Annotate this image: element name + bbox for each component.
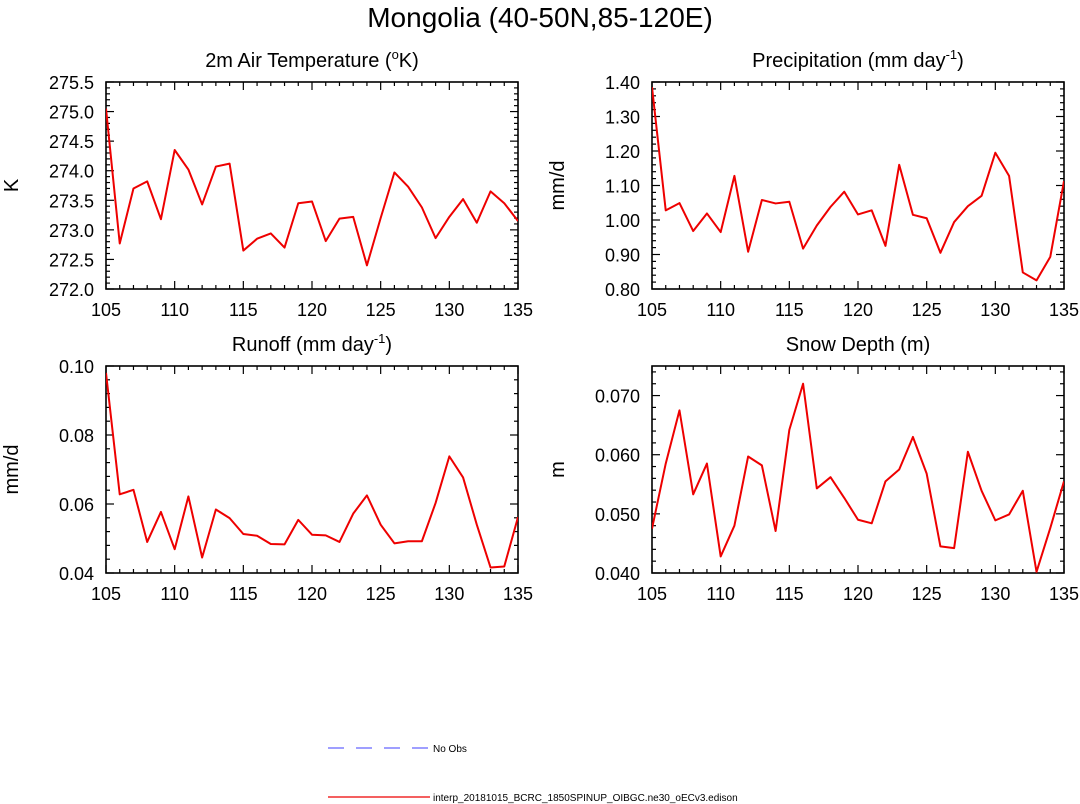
y-tick-label: 0.06	[59, 495, 94, 515]
legend-item: No Obs	[328, 744, 467, 755]
y-tick-label: 1.30	[605, 108, 640, 128]
y-tick-label: 0.90	[605, 246, 640, 266]
y-tick-label: 0.060	[595, 446, 640, 466]
panel-title-superscript: o	[392, 47, 399, 62]
x-tick-label: 135	[503, 300, 533, 320]
x-tick-label: 105	[637, 300, 667, 320]
legend-label: No Obs	[433, 744, 467, 755]
x-tick-label: 115	[775, 300, 804, 320]
x-tick-label: 120	[297, 300, 327, 320]
panel-title-suffix: )	[385, 334, 392, 356]
x-tick-label: 135	[503, 584, 533, 604]
y-tick-label: 273.5	[49, 191, 94, 211]
y-tick-label: 0.08	[59, 426, 94, 446]
y-tick-label: 273.0	[49, 221, 94, 241]
x-tick-label: 120	[297, 584, 327, 604]
panel-title: Runoff (mm day-1)	[232, 331, 392, 356]
y-tick-label: 1.20	[605, 142, 640, 162]
y-tick-label: 274.5	[49, 132, 94, 152]
y-tick-label: 274.0	[49, 162, 94, 182]
legend-item: interp_20181015_BCRC_1850SPINUP_OIBGC.ne…	[328, 793, 738, 804]
y-tick-label: 1.00	[605, 211, 640, 231]
y-axis-label: mm/d	[547, 161, 569, 211]
x-tick-label: 130	[980, 300, 1010, 320]
x-tick-label: 125	[912, 584, 942, 604]
x-tick-label: 120	[843, 584, 873, 604]
y-tick-label: 275.5	[49, 73, 94, 93]
plot-frame	[651, 81, 1065, 290]
x-tick-label: 115	[775, 584, 804, 604]
y-tick-label: 0.10	[59, 357, 94, 377]
x-tick-label: 115	[229, 584, 258, 604]
x-tick-label: 110	[160, 300, 189, 320]
x-tick-label: 120	[843, 300, 873, 320]
x-tick-label: 110	[706, 300, 735, 320]
series-line	[106, 372, 518, 569]
x-tick-label: 130	[434, 300, 464, 320]
x-tick-label: 130	[980, 584, 1010, 604]
x-tick-label: 110	[706, 584, 735, 604]
chart-panels: 2m Air Temperature (oK) K 105 110 115 120 125 1…	[1, 47, 1079, 604]
panel-title: 2m Air Temperature (oK)	[205, 47, 419, 72]
panel-title-superscript: -1	[946, 47, 958, 62]
y-axis-label: mm/d	[1, 445, 23, 495]
x-tick-label: 115	[229, 300, 258, 320]
x-tick-label: 125	[366, 300, 396, 320]
plot-frame	[105, 365, 519, 574]
y-tick-label: 1.40	[605, 73, 640, 93]
x-tick-label: 125	[366, 584, 396, 604]
panel-temperature: 2m Air Temperature (oK) K 105 110 115 120 125 1…	[1, 47, 533, 320]
x-tick-label: 105	[637, 584, 667, 604]
panel-title: Precipitation (mm day-1)	[752, 47, 964, 72]
page-title: Mongolia (40-50N,85-120E)	[367, 2, 713, 33]
x-tick-label: 125	[912, 300, 942, 320]
panel-title-text: Snow Depth (m)	[786, 334, 931, 356]
legend: No Obs interp_20181015_BCRC_1850SPINUP_OI…	[328, 744, 738, 804]
legend-label: interp_20181015_BCRC_1850SPINUP_OIBGC.ne…	[433, 793, 738, 804]
x-tick-label: 105	[91, 300, 121, 320]
y-axis-label: m	[547, 461, 569, 478]
series-line	[652, 87, 1064, 282]
y-tick-label: 1.10	[605, 177, 640, 197]
series-line	[106, 108, 518, 267]
panel-title-text: 2m Air Temperature (	[205, 50, 392, 72]
panel-title-text: Precipitation (mm day	[752, 50, 945, 72]
x-tick-label: 135	[1049, 584, 1079, 604]
x-tick-label: 105	[91, 584, 121, 604]
panel-title-text: Runoff (mm day	[232, 334, 374, 356]
y-tick-label: 272.0	[49, 280, 94, 300]
y-axis-label: K	[1, 178, 23, 192]
y-tick-label: 0.040	[595, 564, 640, 584]
panel-snow-depth: Snow Depth (m) m 105 110 115 120 125 130 135 0.04…	[547, 334, 1079, 604]
panel-title-suffix: K)	[399, 50, 419, 72]
y-tick-label: 0.070	[595, 387, 640, 407]
x-tick-label: 130	[434, 584, 464, 604]
y-tick-label: 0.04	[59, 564, 94, 584]
x-tick-label: 110	[160, 584, 189, 604]
plot-frame	[651, 365, 1065, 574]
panel-precipitation: Precipitation (mm day-1) mm/d 105 110 115 120…	[547, 47, 1079, 320]
x-tick-label: 135	[1049, 300, 1079, 320]
y-tick-label: 272.5	[49, 250, 94, 270]
y-tick-label: 275.0	[49, 103, 94, 123]
y-tick-label: 0.80	[605, 280, 640, 300]
panel-runoff: Runoff (mm day-1) mm/d 105 110 115 120 125 130 1…	[1, 331, 533, 604]
panel-title-superscript: -1	[374, 331, 386, 346]
series-line	[652, 382, 1064, 573]
y-tick-label: 0.050	[595, 505, 640, 525]
panel-title-suffix: )	[957, 50, 964, 72]
panel-title: Snow Depth (m)	[786, 334, 931, 356]
